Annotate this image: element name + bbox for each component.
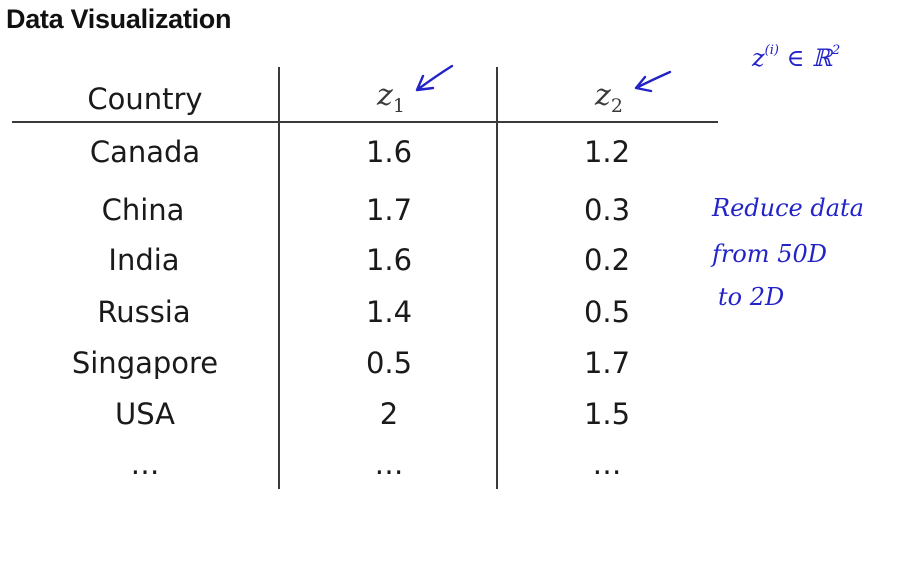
table-cell-country: … — [130, 447, 160, 481]
table-cell-z1: 1.7 — [365, 193, 413, 227]
page-title: Data Visualization — [6, 4, 232, 34]
table-cell-z2: 1.5 — [583, 397, 631, 431]
table-cell-z2: … — [592, 447, 622, 481]
table-cell-country: China — [101, 193, 185, 227]
table-cell-z1: 1.4 — [365, 295, 413, 329]
table-cell-z2: 1.7 — [583, 346, 631, 380]
arrow-z2-icon — [634, 70, 672, 93]
table-cell-z1: 1.6 — [365, 243, 413, 277]
column-header-z2: z2 — [595, 78, 623, 117]
table-cell-z1: 1.6 — [365, 135, 413, 169]
handwritten-math-note: z(i) ∈ ℝ2 — [752, 43, 841, 72]
column-header-z1: z1 — [377, 78, 405, 117]
table-cell-z2: 1.2 — [583, 135, 631, 169]
table-cell-z1: 2 — [379, 397, 399, 431]
table-cell-country: Canada — [89, 135, 201, 169]
table-cell-country: Russia — [97, 295, 191, 329]
column-divider-2 — [496, 67, 498, 489]
table-cell-z2: 0.2 — [583, 243, 631, 277]
header-divider — [12, 121, 718, 123]
table-cell-country: Singapore — [71, 346, 219, 380]
table-cell-country: India — [108, 243, 180, 277]
table-cell-country: USA — [114, 397, 176, 431]
table-cell-z2: 0.3 — [583, 193, 631, 227]
column-divider-1 — [278, 67, 280, 489]
handwritten-note-line-1: Reduce data — [712, 194, 864, 222]
table-cell-z2: 0.5 — [583, 295, 631, 329]
arrow-z1-icon — [415, 64, 454, 92]
column-header-country: Country — [87, 82, 203, 116]
handwritten-note-line-2: from 50D — [712, 240, 827, 268]
handwritten-note-line-3: to 2D — [718, 283, 785, 311]
table-cell-z1: 0.5 — [365, 346, 413, 380]
table-cell-z1: … — [374, 447, 404, 481]
